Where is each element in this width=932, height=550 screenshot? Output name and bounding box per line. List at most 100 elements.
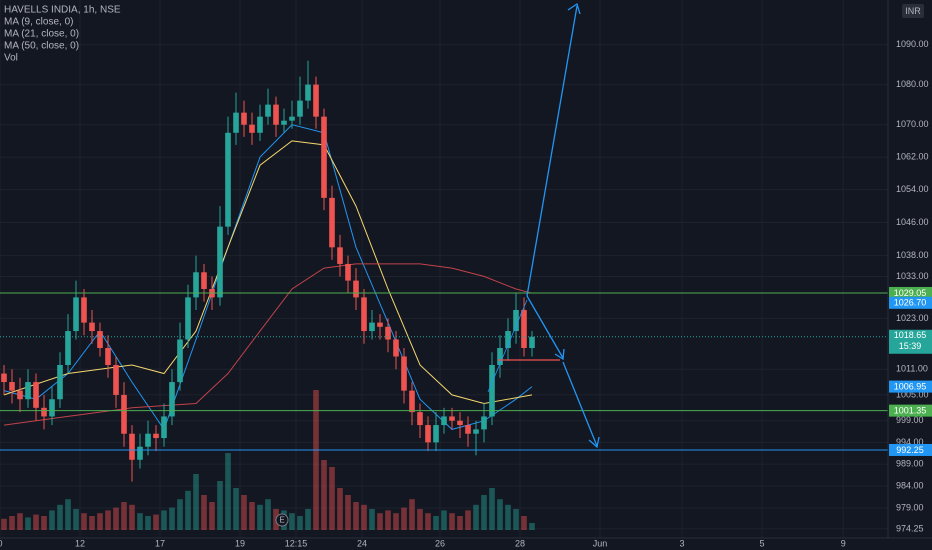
y-tick-label: 1054.00 [896, 184, 929, 194]
volume-bar [505, 504, 511, 530]
volume-bar [1, 518, 7, 530]
volume-bar [49, 510, 55, 530]
price-tag [889, 296, 932, 309]
volume-bar [329, 467, 335, 530]
volume-bar [441, 510, 447, 530]
candle-body [489, 365, 495, 417]
candle-body [505, 331, 511, 348]
volume-bar [393, 513, 399, 530]
candle-body [145, 433, 151, 447]
candle-body [105, 347, 111, 366]
volume-bar [209, 502, 215, 530]
volume-bar [233, 488, 239, 530]
candle-body [137, 446, 143, 460]
candle-body [129, 433, 135, 460]
candle-body [289, 116, 295, 121]
candle-body [25, 382, 31, 400]
candle-body [409, 390, 415, 413]
price-tag [889, 286, 932, 299]
candle-body [193, 272, 199, 298]
volume-bar [353, 502, 359, 530]
volume-bar [41, 516, 47, 530]
volume-bar [369, 509, 375, 530]
candle-body [121, 394, 127, 434]
volume-bar [337, 488, 343, 530]
volume-bar [257, 504, 263, 530]
earnings-icon [275, 513, 289, 527]
candle-body [401, 356, 407, 391]
volume-bar [105, 510, 111, 530]
x-tick-label: 28 [515, 538, 525, 548]
candle-body [337, 247, 343, 264]
candle-body [273, 104, 279, 125]
candle-body [257, 116, 263, 133]
candle-body [185, 297, 191, 340]
last-price-tag [889, 329, 932, 354]
volume-bar [137, 513, 143, 530]
price-tag [889, 404, 932, 417]
candle-body [281, 120, 287, 125]
volume [1, 390, 535, 530]
volume-bar [121, 502, 127, 530]
candle-body [481, 416, 487, 430]
candle-body [417, 412, 423, 426]
candle-body [377, 322, 383, 327]
volume-bar [425, 513, 431, 530]
price-tag-label: 1006.95 [894, 381, 927, 391]
candle-body [9, 382, 15, 391]
volume-bar [9, 516, 15, 530]
volume-bar [265, 499, 271, 530]
volume-bar [345, 495, 351, 530]
candle-body [177, 339, 183, 383]
candle-body [73, 297, 79, 332]
volume-bar [25, 517, 31, 530]
ma-line [3, 124, 533, 431]
volume-bar [297, 516, 303, 530]
currency-badge[interactable] [902, 4, 924, 18]
x-tick-label: 26 [435, 538, 445, 548]
volume-bar [409, 499, 415, 530]
volume-bar [529, 523, 535, 530]
candle-body [321, 116, 327, 198]
volume-bar [201, 495, 207, 530]
candle-body [81, 297, 87, 323]
candle-body [241, 112, 247, 125]
drawings [487, 2, 600, 449]
legend: HAVELLS INDIA, 1h, NSE MA (9, close, 0) … [4, 5, 121, 64]
volume-bar [433, 516, 439, 530]
volume-bar [241, 495, 247, 530]
candle-body [113, 365, 119, 395]
volume-bar [81, 513, 87, 530]
candle-body [425, 425, 431, 443]
trend-line [487, 299, 528, 393]
price-tag [889, 380, 932, 393]
candle-body [57, 365, 63, 400]
y-tick-label: 1070.00 [896, 119, 929, 129]
y-tick-label: 984.00 [896, 480, 924, 490]
candle-body [1, 373, 7, 383]
countdown: 15:39 [899, 341, 922, 351]
candle-body [433, 425, 439, 443]
volume-bar [289, 513, 295, 530]
candle-body [233, 112, 239, 133]
currency: INR [905, 6, 921, 16]
earnings-label: E [279, 516, 284, 525]
candle-body [393, 339, 399, 357]
candle-body [217, 226, 223, 298]
price-tag-label: 1026.70 [894, 298, 927, 308]
candle-body [497, 347, 503, 366]
volume-bar [57, 504, 63, 530]
candle-body [153, 433, 159, 439]
arrow-down [562, 361, 598, 447]
volume-bar [449, 513, 455, 530]
legend-entry: MA (50, close, 0) [4, 41, 79, 52]
candle-body [473, 429, 479, 434]
price-axis [888, 0, 932, 550]
y-tick-label: 1033.00 [896, 271, 929, 281]
volume-bar [33, 514, 39, 530]
volume-bar [89, 516, 95, 530]
candle-body [161, 416, 167, 439]
candle-body [49, 399, 55, 417]
